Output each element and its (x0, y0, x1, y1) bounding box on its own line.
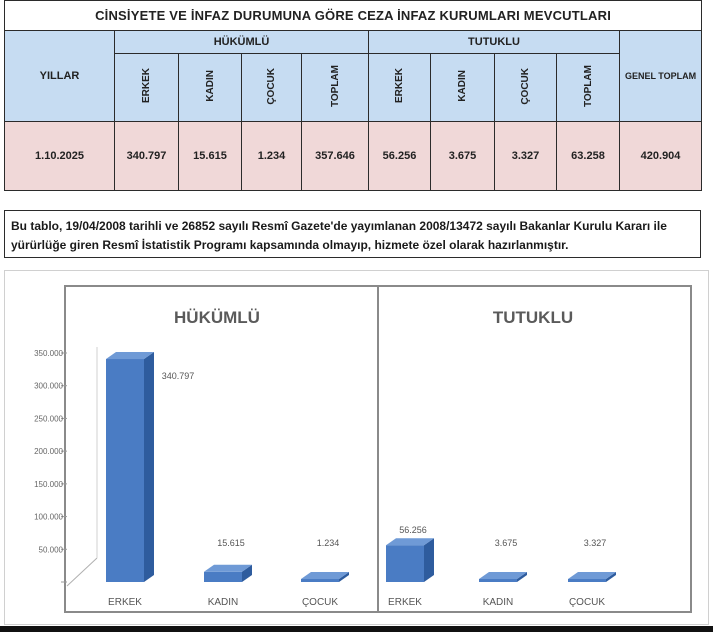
category-label: KADIN (208, 597, 239, 608)
genel-toplam-cell: 420.904 (618, 121, 703, 191)
chart-frame: 50.000 100.000 150.000 200.000 250.000 300.00… (4, 270, 709, 625)
value-cell: 3.675 (430, 121, 495, 191)
subheader-cell: ERKEK (114, 53, 179, 122)
category-label: ÇOCUK (302, 597, 338, 608)
subheader-cell: TOPLAM (301, 53, 369, 122)
subheader-cell: TOPLAM (556, 53, 620, 122)
value-cell: 63.258 (556, 121, 620, 191)
data-label: 1.234 (317, 538, 340, 548)
group-header-tutuklu: TUTUKLU (368, 30, 620, 54)
bar-side (144, 352, 154, 582)
bar-front (301, 579, 339, 582)
bar-front (106, 359, 144, 582)
panel-title: HÜKÜMLÜ (174, 308, 260, 327)
data-label: 3.675 (495, 538, 518, 548)
category-label: ERKEK (108, 597, 142, 608)
data-label: 340.797 (162, 371, 195, 381)
value-cell: 15.615 (178, 121, 242, 191)
bar-side (339, 572, 349, 582)
axis-depth-line (66, 557, 98, 587)
bar-top (204, 564, 252, 572)
value-cell: 56.256 (368, 121, 431, 191)
subheader-cell: ÇOCUK (241, 53, 302, 122)
prison-population-table: CİNSİYETE VE İNFAZ DURUMUNA GÖRE CEZA İN… (3, 0, 703, 191)
y-tick-label: 50.000 (39, 545, 64, 554)
data-label: 3.327 (584, 538, 607, 548)
group-header-hukumlu: HÜKÜMLÜ (114, 30, 369, 54)
bar-front (386, 545, 424, 582)
bar-top (568, 572, 616, 579)
bar-top (106, 352, 154, 360)
category-label: KADIN (483, 597, 514, 608)
years-header: YILLAR (4, 30, 115, 122)
date-cell: 1.10.2025 (4, 121, 115, 191)
bar-top (479, 572, 527, 579)
data-label: 15.615 (217, 538, 245, 548)
y-tick-label: 100.000 (34, 513, 63, 522)
table-title: CİNSİYETE VE İNFAZ DURUMUNA GÖRE CEZA İN… (3, 0, 703, 31)
value-cell: 340.797 (114, 121, 179, 191)
bar-chart: 50.000 100.000 150.000 200.000 250.000 300.00… (34, 285, 692, 613)
bar-side (606, 572, 616, 582)
bar-front (568, 579, 606, 582)
bar-side (242, 564, 252, 582)
data-label: 56.256 (399, 525, 427, 535)
disclaimer-note: Bu tablo, 19/04/2008 tarihli ve 26852 sa… (4, 210, 701, 258)
y-tick-label: 350.000 (34, 349, 63, 358)
value-cell: 357.646 (301, 121, 369, 191)
bottom-rule (0, 626, 713, 632)
panel-title: TUTUKLU (493, 308, 573, 327)
bar-top (386, 538, 434, 546)
y-tick-label: 200.000 (34, 447, 63, 456)
subheader-cell: KADIN (178, 53, 242, 122)
bar-side (517, 572, 527, 582)
y-tick-label: 250.000 (34, 414, 63, 423)
subheader-cell: KADIN (430, 53, 495, 122)
value-cell: 3.327 (494, 121, 557, 191)
bar-front (479, 579, 517, 582)
category-label: ERKEK (388, 597, 422, 608)
genel-toplam-header: GENEL TOPLAM (618, 30, 703, 122)
y-tick-label: 300.000 (34, 382, 63, 391)
bar-side (424, 538, 434, 582)
bar-top (301, 572, 349, 579)
y-tick-label: 150.000 (34, 480, 63, 489)
value-cell: 1.234 (241, 121, 302, 191)
subheader-cell: ÇOCUK (494, 53, 557, 122)
subheader-cell: ERKEK (368, 53, 431, 122)
category-label: ÇOCUK (569, 597, 605, 608)
bar-front (204, 571, 242, 582)
table-row: 1.10.2025 340.797 15.615 1.234 357.646 5… (4, 121, 703, 191)
